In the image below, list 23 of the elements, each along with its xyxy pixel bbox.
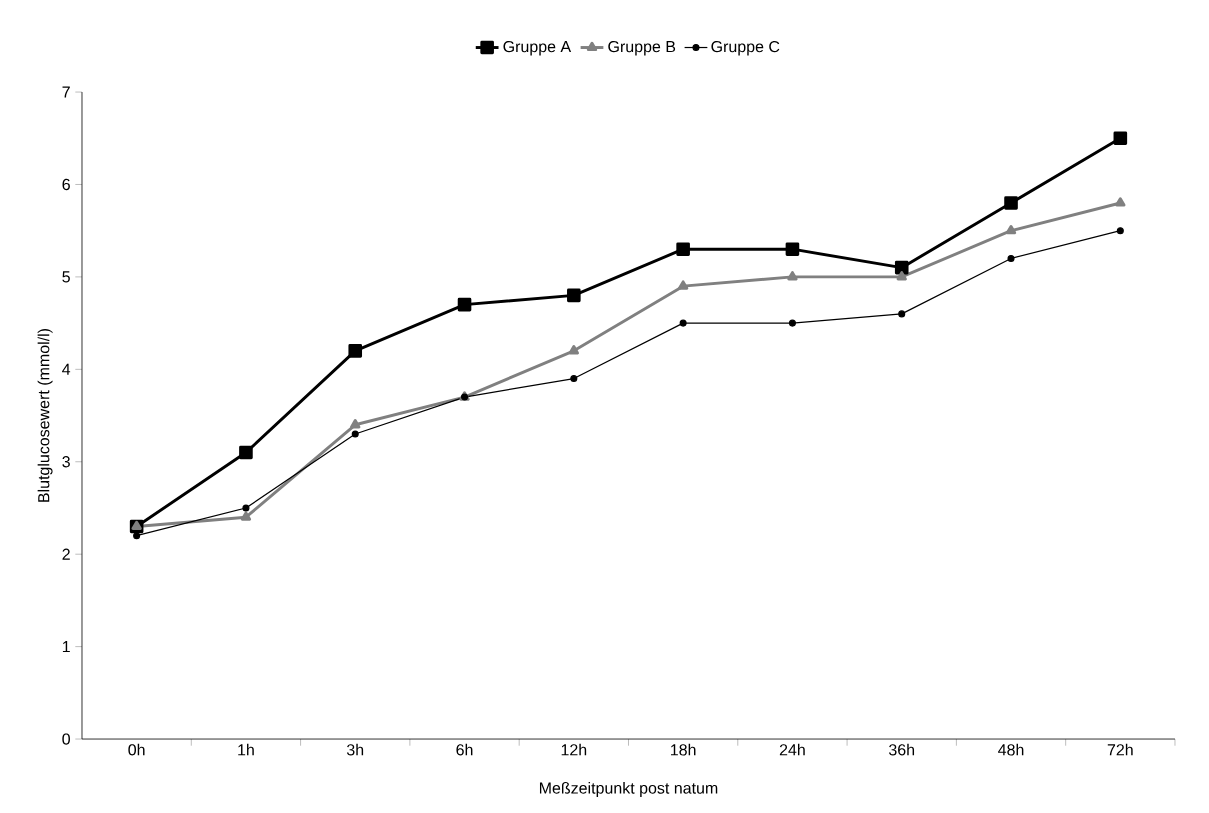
y-axis-title: Blutglucosewert (mmol/l) [37,329,53,502]
x-tick-label: 48h [998,743,1024,756]
y-tick-label: 6 [62,178,70,191]
x-tick-label: 3h [346,743,364,756]
x-tick-label: 1h [238,743,254,756]
legend-label: Gruppe B [608,40,676,56]
x-tick-label: 72h [1107,743,1133,756]
legend-label: Gruppe A [503,40,572,56]
x-tick-label: 12h [561,743,587,756]
y-tick-label: 4 [62,363,71,375]
y-tick-label: 0 [62,733,70,745]
y-tick-label: 2 [62,548,70,560]
x-axis-title: Meßzeitpunkt post natum [539,782,718,797]
y-tick-label: 7 [62,86,70,98]
legend-label: Gruppe C [711,40,780,56]
x-tick-label: 18h [671,743,696,756]
x-tick-label: 36h [888,743,915,756]
y-tick-label: 3 [62,456,70,468]
y-tick-label: 1 [62,641,70,653]
x-tick-label: 0h [128,743,145,756]
x-tick-label: 6h [456,743,473,756]
y-tick-label: 5 [62,271,70,283]
x-tick-label: 24h [779,743,805,756]
